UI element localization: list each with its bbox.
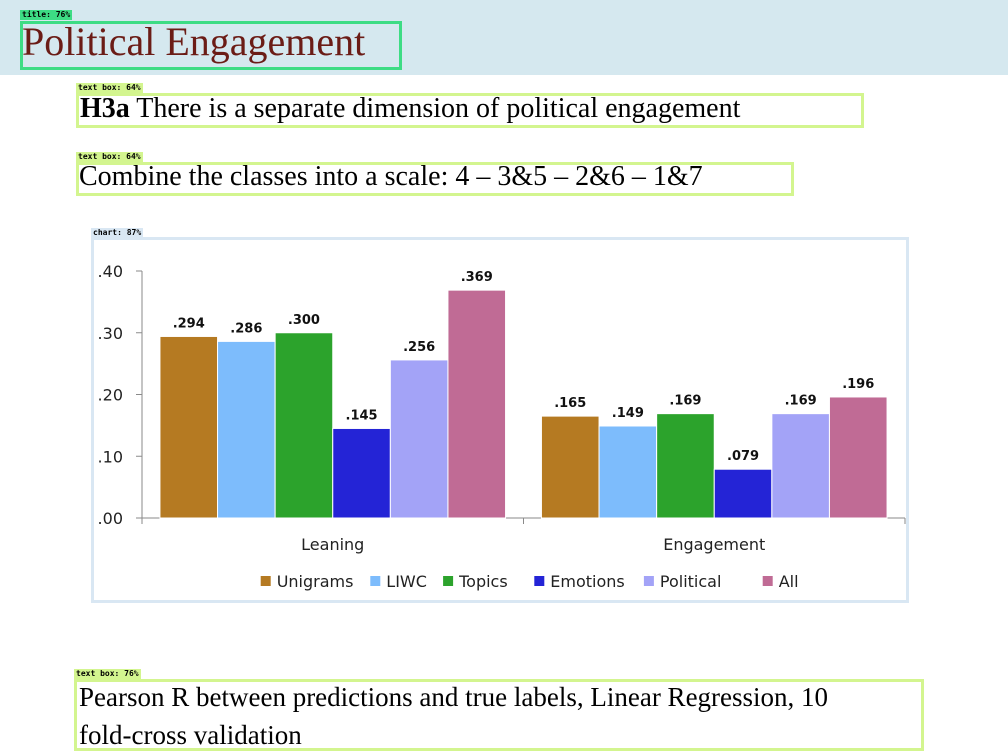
title-detection-tag: title: 76%: [20, 10, 73, 20]
hypothesis-text: There is a separate dimension of politic…: [129, 93, 741, 124]
text-box-tag-3: text box: 76%: [74, 669, 141, 679]
text-box-3: [74, 679, 924, 751]
footnote-line-2: fold-cross validation: [79, 720, 302, 750]
hypothesis-line: H3a There is a separate dimension of pol…: [80, 92, 740, 126]
hypothesis-label: H3a: [80, 93, 130, 124]
slide-title: Political Engagement: [22, 19, 366, 64]
title-band: [0, 0, 1008, 75]
text-box-2: [76, 162, 794, 196]
text-box-tag-1: text box: 64%: [76, 83, 143, 93]
text-box-1: [76, 93, 864, 128]
scale-text: Combine the classes into a scale: 4 – 3&…: [79, 161, 703, 192]
text-box-tag-2: text box: 64%: [76, 152, 143, 162]
title-detection-box: [20, 21, 402, 70]
footnote-line-1: Pearson R between predictions and true l…: [79, 682, 829, 712]
chart-detection-box: [91, 237, 909, 603]
chart-detection-tag: chart: 87%: [91, 228, 144, 238]
